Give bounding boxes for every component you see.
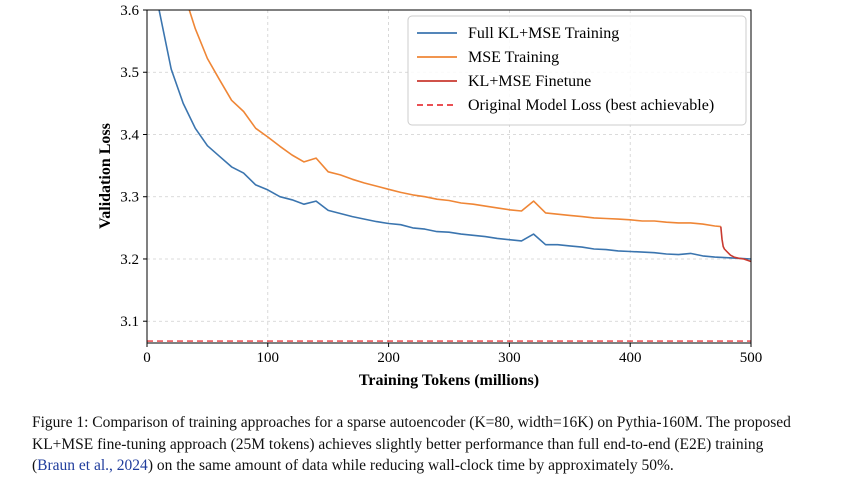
x-ticks: 0 100 200 300 400 500 bbox=[143, 343, 762, 366]
x-axis-label: Training Tokens (millions) bbox=[359, 372, 539, 389]
y-tick-label: 3.1 bbox=[120, 314, 139, 330]
x-tick-label: 0 bbox=[143, 350, 151, 366]
series-line-3 bbox=[720, 226, 751, 263]
legend: Full KL+MSE Training MSE Training KL+MSE F… bbox=[407, 15, 747, 126]
x-tick-label: 500 bbox=[740, 350, 763, 366]
series-line-2 bbox=[188, 10, 721, 228]
caption-line-3-rest: ) on the same amount of data while reduc… bbox=[147, 457, 674, 474]
legend-label-2: MSE Training bbox=[468, 49, 559, 66]
x-tick-label: 100 bbox=[257, 350, 280, 366]
caption-line-3: (Braun et al., 2024) on the same amount … bbox=[32, 457, 674, 474]
caption-line-2: KL+MSE fine-tuning approach (25M tokens)… bbox=[32, 435, 764, 453]
y-tick-label: 3.5 bbox=[120, 65, 139, 81]
legend-label-3: KL+MSE Finetune bbox=[468, 73, 591, 90]
caption-line-1: Figure 1: Comparison of training approac… bbox=[32, 414, 791, 431]
y-tick-label: 3.3 bbox=[120, 190, 139, 206]
y-tick-label: 3.2 bbox=[120, 252, 139, 268]
figure-caption: Figure 1: Comparison of training approac… bbox=[32, 412, 842, 477]
line-chart: 0 100 200 300 400 500 3.1 3.2 3.3 3.4 3.5 3.6 Trai… bbox=[97, 3, 762, 389]
plot-frame bbox=[146, 9, 752, 344]
legend-box bbox=[407, 15, 747, 126]
citation-link[interactable]: Braun et al., 2024 bbox=[37, 457, 148, 474]
legend-label-1: Full KL+MSE Training bbox=[468, 25, 619, 42]
y-ticks: 3.1 3.2 3.3 3.4 3.5 3.6 bbox=[120, 3, 147, 330]
y-tick-label: 3.6 bbox=[120, 3, 139, 19]
x-tick-label: 300 bbox=[498, 350, 521, 366]
x-tick-label: 400 bbox=[619, 350, 642, 366]
legend-label-4: Original Model Loss (best achievable) bbox=[468, 97, 714, 114]
y-axis-label: Validation Loss bbox=[97, 123, 114, 229]
series-lines bbox=[147, 10, 751, 342]
x-tick-label: 200 bbox=[377, 350, 400, 366]
y-tick-label: 3.4 bbox=[120, 127, 139, 143]
series-line-1 bbox=[158, 10, 751, 260]
